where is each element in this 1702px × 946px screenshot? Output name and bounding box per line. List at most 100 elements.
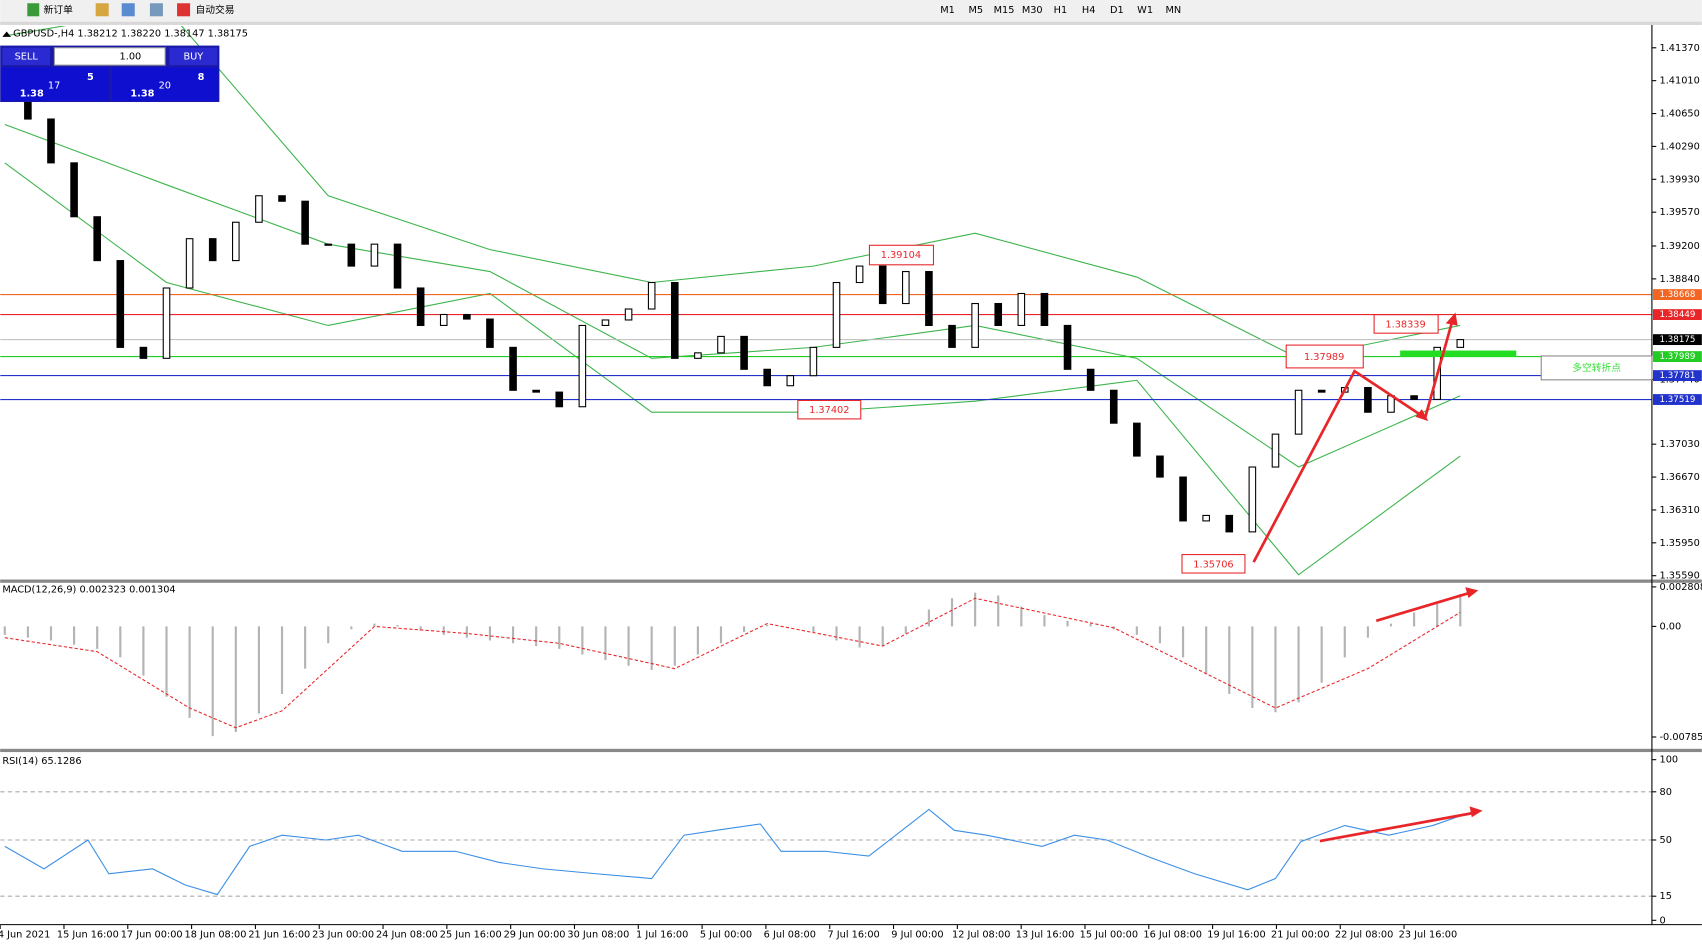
auto-trade[interactable]: 自动交易 — [196, 3, 235, 16]
timeframe[interactable]: M15 — [994, 5, 1015, 16]
bid-small: 1.38 — [20, 88, 44, 99]
arrowhead — [1415, 409, 1429, 422]
candle — [255, 195, 263, 223]
candle — [47, 118, 55, 164]
arrow — [1319, 811, 1475, 843]
x-tick-label: 12 Jul 08:00 — [952, 929, 1010, 940]
timeframe[interactable]: M5 — [968, 5, 983, 16]
timeframe[interactable]: D1 — [1110, 5, 1124, 16]
level-label: 1.37519 — [1660, 395, 1696, 405]
lot-value[interactable]: 1.00 — [120, 51, 142, 62]
arrow — [1252, 320, 1454, 563]
candle — [578, 324, 587, 408]
level-label: 1.37989 — [1660, 352, 1696, 362]
y-tick-label: 1.39570 — [1660, 207, 1700, 218]
candle — [1271, 433, 1280, 468]
ask-box[interactable] — [111, 67, 219, 101]
candle — [763, 368, 771, 387]
y-tick-label: 50 — [1660, 835, 1672, 846]
x-tick-label: 23 Jun 00:00 — [312, 929, 374, 940]
divider — [0, 21, 1702, 25]
candle — [1317, 389, 1326, 393]
candle — [925, 271, 933, 326]
icon[interactable] — [27, 3, 40, 17]
candle — [786, 375, 795, 387]
y-tick-label: 1.41370 — [1660, 43, 1700, 54]
level-tag — [1653, 309, 1702, 321]
symbol-arrow — [2, 31, 12, 37]
icon[interactable] — [177, 3, 191, 17]
timeframe[interactable]: H4 — [1082, 5, 1096, 16]
sell-button[interactable] — [2, 47, 51, 66]
annotation-box — [1373, 314, 1439, 334]
ask-small: 1.38 — [130, 88, 154, 99]
lot-field[interactable] — [53, 47, 166, 66]
level-tag — [1653, 370, 1702, 382]
candle — [208, 238, 217, 262]
new-order[interactable]: 新订单 — [44, 3, 73, 16]
level-label: 1.38668 — [1660, 290, 1696, 300]
x-tick-label: 21 Jul 00:00 — [1271, 929, 1329, 940]
x-tick-label: 19 Jul 16:00 — [1207, 929, 1265, 940]
y-tick-label: -0.007859 — [1660, 732, 1702, 743]
bollinger-band — [4, 162, 1461, 576]
candle — [1040, 292, 1049, 326]
y-tick-label: 1.41010 — [1660, 76, 1700, 87]
x-tick-label: 30 Jun 08:00 — [567, 929, 629, 940]
timeframe[interactable]: M30 — [1022, 5, 1043, 16]
candle — [624, 308, 633, 321]
level-label: 1.37781 — [1660, 371, 1696, 381]
arrowhead — [1465, 587, 1479, 598]
x-tick-label: 4 Jun 2021 — [0, 929, 50, 940]
bid-sup: 5 — [87, 72, 94, 83]
timeframe[interactable]: H1 — [1054, 5, 1068, 16]
candle — [301, 200, 309, 245]
sell-label[interactable]: SELL — [15, 51, 39, 62]
rsi-line — [4, 808, 1461, 896]
x-tick-label: 23 Jul 16:00 — [1399, 929, 1457, 940]
candle — [1179, 476, 1187, 522]
annotation: 1.38339 — [1385, 319, 1425, 330]
candle — [832, 281, 841, 348]
candle — [347, 243, 356, 267]
candle — [278, 195, 286, 202]
candle — [370, 243, 379, 267]
y-tick-label: 1.36670 — [1660, 472, 1700, 483]
ask-sup: 8 — [198, 72, 205, 83]
candle — [971, 302, 979, 348]
arrowhead — [1469, 806, 1483, 818]
chart-area — [0, 24, 1652, 923]
candle — [532, 389, 540, 393]
timeframe[interactable]: M1 — [940, 5, 955, 16]
toolbar — [0, 0, 1702, 22]
candle — [555, 391, 564, 408]
bid-box[interactable] — [1, 67, 109, 101]
candle — [393, 243, 402, 289]
candle — [70, 162, 78, 218]
timeframe[interactable]: MN — [1165, 5, 1181, 16]
buy-button[interactable] — [169, 47, 218, 66]
y-tick-label: 0.00 — [1660, 621, 1682, 632]
x-tick-label: 15 Jul 00:00 — [1080, 929, 1138, 940]
candle — [647, 281, 656, 310]
candle — [509, 346, 517, 391]
candle — [1410, 395, 1418, 400]
y-tick-label: 0 — [1660, 915, 1666, 926]
annotation-box — [1181, 554, 1246, 574]
buy-label[interactable]: BUY — [183, 51, 203, 62]
candle — [1364, 387, 1372, 413]
green-zone — [1400, 350, 1517, 358]
y-tick-label: 1.37030 — [1660, 439, 1700, 450]
timeframe[interactable]: W1 — [1137, 5, 1153, 16]
x-tick-label: 25 Jun 16:00 — [440, 929, 502, 940]
icon[interactable] — [95, 3, 109, 17]
candle — [139, 346, 148, 359]
candle — [1086, 368, 1095, 391]
icon[interactable] — [121, 3, 135, 17]
candle — [324, 243, 333, 246]
x-tick-label: 24 Jun 08:00 — [376, 929, 438, 940]
y-tick-label: 1.35950 — [1660, 538, 1700, 549]
x-tick-label: 16 Jul 08:00 — [1143, 929, 1201, 940]
level-tag — [1653, 351, 1702, 363]
icon[interactable] — [149, 3, 163, 17]
